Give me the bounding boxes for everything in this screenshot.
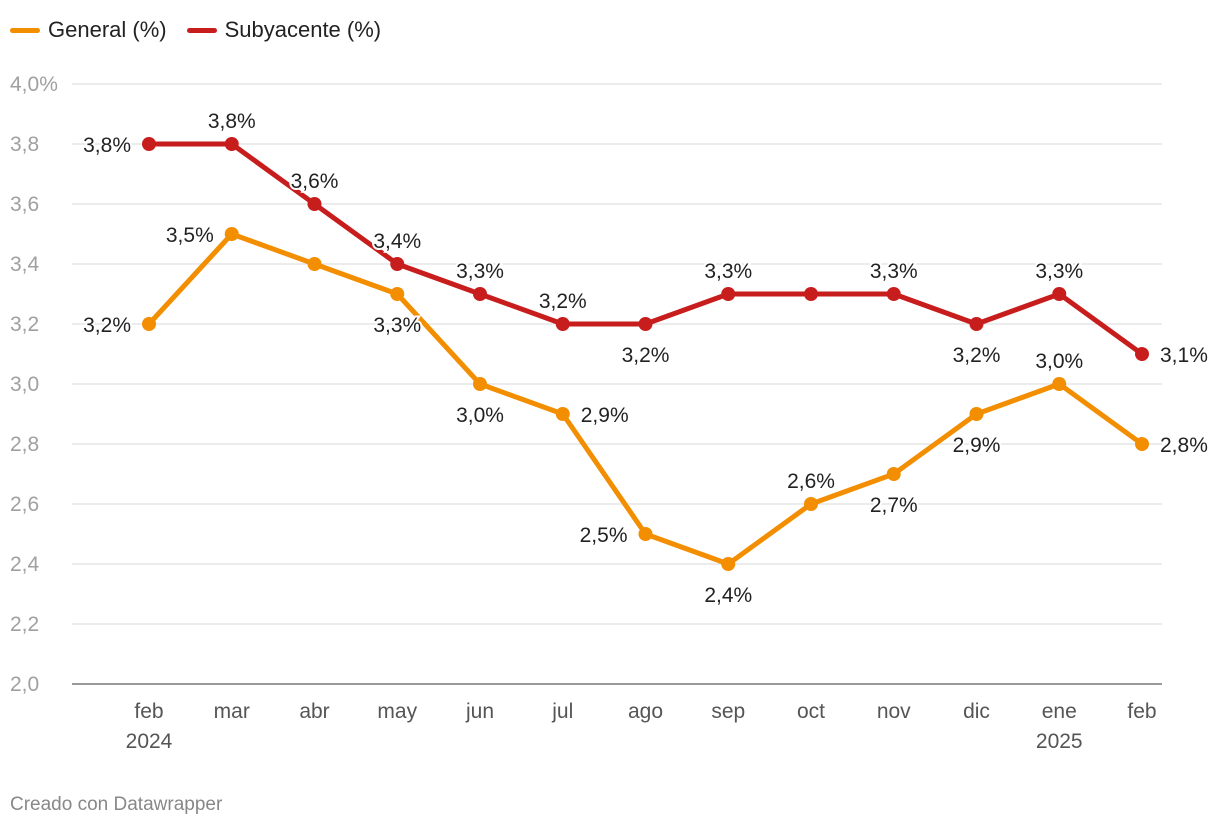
legend-swatch-general <box>10 27 40 33</box>
y-tick-label: 2,8 <box>10 433 39 456</box>
data-point-subyacente <box>721 287 736 301</box>
data-label-subyacente: 3,8% <box>83 134 131 157</box>
y-tick-label: 3,2 <box>10 313 39 336</box>
data-label-general: 3,2% <box>83 314 131 337</box>
x-tick-sublabel: 2025 <box>1036 730 1083 753</box>
data-label-subyacente: 3,3% <box>870 260 918 283</box>
data-point-general <box>555 407 570 421</box>
data-label-general: 2,9% <box>581 404 629 427</box>
footer-credit: Creado con Datawrapper <box>10 794 223 815</box>
x-tick-label: ago <box>628 700 663 723</box>
x-tick-label: jun <box>465 700 494 723</box>
data-label-subyacente: 3,3% <box>1035 260 1083 283</box>
x-tick-sublabel: 2024 <box>126 730 173 753</box>
data-point-subyacente <box>886 287 901 301</box>
data-label-subyacente: 3,8% <box>208 110 256 133</box>
data-point-subyacente <box>1135 347 1149 361</box>
y-tick-label: 2,0 <box>10 673 39 696</box>
y-tick-label: 2,2 <box>10 613 39 636</box>
data-label-subyacente: 3,2% <box>539 290 587 313</box>
x-tick-label: sep <box>711 700 745 723</box>
y-tick-label: 3,8 <box>10 133 39 156</box>
data-label-general: 3,0% <box>1035 350 1083 373</box>
data-point-subyacente <box>142 137 156 151</box>
data-label-subyacente: 3,2% <box>622 344 670 367</box>
y-tick-label: 2,6 <box>10 493 39 516</box>
y-tick-label: 3,6 <box>10 193 39 216</box>
data-point-subyacente <box>555 317 570 331</box>
x-tick-label: oct <box>797 700 825 723</box>
data-point-general <box>473 377 487 391</box>
x-tick-label: nov <box>877 700 911 723</box>
data-label-subyacente: 3,2% <box>953 344 1001 367</box>
x-tick-label: feb <box>1127 700 1156 723</box>
data-point-general <box>390 287 405 301</box>
legend-swatch-subyacente <box>186 27 217 33</box>
x-tick-label: jul <box>551 700 573 723</box>
data-label-general: 2,8% <box>1160 434 1208 457</box>
data-label-general: 3,3% <box>373 314 421 337</box>
data-point-subyacente <box>390 257 405 271</box>
legend-label-general: General (%) <box>48 17 167 42</box>
x-tick-label: ene <box>1042 700 1077 723</box>
data-point-subyacente <box>224 137 239 151</box>
data-label-subyacente: 3,1% <box>1160 344 1208 367</box>
x-tick-label: feb <box>134 700 163 723</box>
data-label-subyacente: 3,6% <box>291 170 339 193</box>
data-point-general <box>1135 437 1149 451</box>
data-point-subyacente <box>473 287 487 301</box>
data-point-general <box>638 527 653 541</box>
y-tick-label: 3,0 <box>10 373 39 396</box>
y-tick-label: 2,4 <box>10 553 40 576</box>
data-point-general <box>721 557 736 571</box>
data-label-general: 2,4% <box>704 584 752 607</box>
data-label-general: 2,9% <box>953 434 1001 457</box>
chart-legend: General (%) Subyacente (%) <box>10 16 381 44</box>
y-tick-label: 3,4 <box>10 253 40 276</box>
data-point-subyacente <box>307 197 322 211</box>
data-label-general: 2,7% <box>870 494 918 517</box>
data-point-general <box>224 227 239 241</box>
legend-item-subyacente: Subyacente (%) <box>186 17 382 43</box>
y-tick-label: 4,0% <box>10 73 58 96</box>
data-point-general <box>804 497 818 511</box>
data-point-subyacente <box>969 317 984 331</box>
data-point-general <box>142 317 156 331</box>
data-point-general <box>969 407 984 421</box>
data-point-general <box>886 467 901 481</box>
data-label-general: 2,5% <box>580 524 628 547</box>
data-point-general <box>307 257 322 271</box>
data-point-subyacente <box>1052 287 1067 301</box>
data-label-subyacente: 3,3% <box>456 260 504 283</box>
series-line-general <box>146 231 1145 567</box>
data-point-subyacente <box>804 287 818 301</box>
data-point-subyacente <box>638 317 653 331</box>
x-tick-label: mar <box>214 700 250 723</box>
x-tick-label: dic <box>963 700 990 723</box>
data-point-general <box>1052 377 1067 391</box>
legend-item-general: General (%) <box>10 17 167 43</box>
x-tick-label: may <box>377 700 417 723</box>
data-label-subyacente: 3,3% <box>704 260 752 283</box>
data-label-general: 3,0% <box>456 404 504 427</box>
x-tick-label: abr <box>299 700 329 723</box>
data-label-general: 3,5% <box>166 224 214 247</box>
legend-label-subyacente: Subyacente (%) <box>224 17 382 42</box>
data-label-subyacente: 3,4% <box>373 230 421 253</box>
data-label-general: 2,6% <box>787 470 835 493</box>
